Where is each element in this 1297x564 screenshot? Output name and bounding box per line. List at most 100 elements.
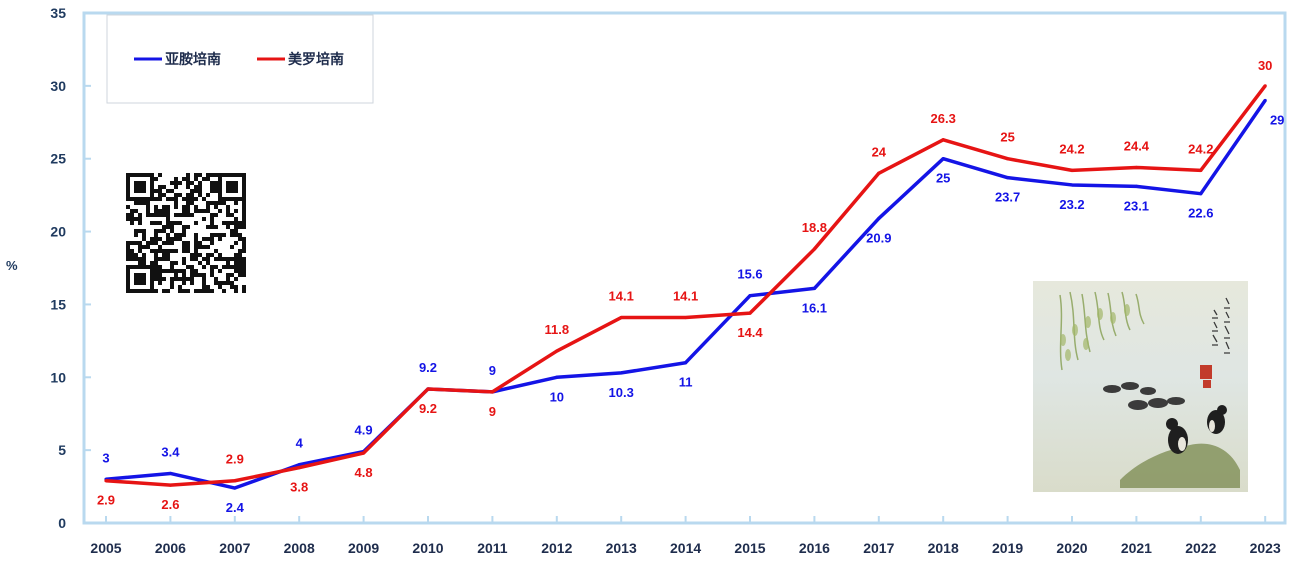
x-axis: 2005 2006 2007 2008 2009 2010 2011 2012 2013 2014… — [90, 516, 1281, 556]
y-axis: 0 5 10 15 20 25 30 35 — [50, 5, 91, 531]
y-tick-label: 5 — [58, 442, 66, 458]
legend-label-series-1: 亚胺培南 — [165, 51, 221, 67]
data-label-blue: 4.9 — [355, 423, 373, 438]
data-point-series-1 — [233, 486, 237, 490]
x-tick-label: 2009 — [348, 540, 379, 556]
data-label-blue: 23.7 — [995, 190, 1020, 205]
y-tick-label: 20 — [50, 224, 66, 240]
data-point-series-2 — [1134, 165, 1138, 170]
data-label-blue: 9.2 — [419, 360, 437, 375]
data-label-red: 2.6 — [161, 497, 179, 512]
data-label-red: 14.1 — [673, 289, 698, 304]
data-point-series-2 — [748, 311, 752, 315]
data-label-red: 26.3 — [931, 111, 956, 126]
data-label-blue: 10 — [550, 389, 564, 404]
data-point-series-1 — [877, 216, 881, 221]
data-label-blue: 29 — [1270, 112, 1284, 127]
data-label-red: 25 — [1000, 130, 1014, 145]
data-point-series-1 — [1070, 183, 1074, 187]
ink-painting-image — [1033, 281, 1248, 492]
data-point-series-2 — [297, 466, 301, 470]
data-point-series-2 — [362, 451, 366, 455]
data-point-series-2 — [1199, 168, 1203, 172]
x-tick-label: 2020 — [1056, 540, 1087, 556]
data-label-red: 9.2 — [419, 401, 437, 416]
x-tick-label: 2011 — [477, 540, 508, 556]
data-label-blue: 4 — [296, 436, 304, 451]
data-label-red: 24.2 — [1188, 141, 1213, 156]
data-label-blue: 23.1 — [1124, 198, 1149, 213]
qr-code-image — [126, 173, 246, 293]
data-point-series-2 — [233, 479, 237, 483]
data-label-red: 30 — [1258, 58, 1272, 73]
data-label-blue: 9 — [489, 363, 496, 378]
legend-label-series-2: 美罗培南 — [288, 51, 344, 67]
data-point-series-1 — [941, 157, 945, 161]
data-point-series-2 — [877, 171, 881, 175]
data-point-series-1 — [619, 371, 623, 375]
x-tick-label: 2021 — [1121, 540, 1152, 556]
data-point-series-2 — [1070, 168, 1074, 172]
data-point-series-2 — [812, 247, 817, 251]
data-point-series-1 — [684, 361, 688, 365]
data-label-red: 18.8 — [802, 220, 827, 235]
data-point-series-2 — [490, 390, 494, 394]
x-tick-label: 2010 — [412, 540, 443, 556]
data-label-blue: 20.9 — [866, 230, 891, 245]
data-label-blue: 2.4 — [226, 500, 245, 515]
data-point-series-2 — [941, 138, 945, 142]
x-tick-label: 2008 — [284, 540, 315, 556]
y-tick-label: 0 — [58, 515, 66, 531]
data-label-red: 11.8 — [545, 322, 570, 337]
data-point-series-1 — [812, 286, 817, 290]
data-label-red: 24 — [872, 144, 887, 159]
data-point-series-2 — [168, 483, 172, 487]
data-point-series-2 — [1006, 157, 1010, 161]
data-point-series-1 — [168, 471, 172, 476]
y-tick-label: 15 — [50, 296, 66, 312]
data-point-series-1 — [1006, 176, 1010, 180]
data-label-blue: 11 — [679, 375, 693, 390]
data-label-red: 4.8 — [355, 465, 373, 480]
data-label-blue: 3.4 — [161, 444, 180, 459]
legend: 亚胺培南 美罗培南 — [106, 14, 374, 104]
data-point-series-2 — [426, 387, 430, 391]
y-tick-label: 25 — [50, 151, 66, 167]
y-tick-label: 30 — [50, 78, 66, 94]
data-label-red: 2.9 — [97, 493, 115, 508]
y-axis-unit-label: % — [6, 258, 18, 273]
data-label-red: 14.1 — [609, 289, 634, 304]
x-tick-label: 2016 — [799, 540, 830, 556]
data-label-blue: 16.1 — [802, 300, 827, 315]
data-point-series-2 — [619, 315, 623, 320]
data-label-blue: 25 — [936, 171, 950, 186]
data-point-series-2 — [555, 349, 559, 353]
x-tick-label: 2006 — [155, 540, 186, 556]
x-tick-label: 2022 — [1185, 540, 1216, 556]
data-label-blue: 22.6 — [1188, 206, 1213, 221]
data-labels-group: 3 3.4 2.4 4 4.9 9.2 9 10 10.3 11 15.6 16.1 20.9 25 23.… — [97, 58, 1284, 515]
data-point-series-1 — [1134, 184, 1138, 188]
data-label-red: 2.9 — [226, 452, 244, 467]
data-point-series-1 — [1199, 192, 1203, 196]
data-label-red: 24.2 — [1059, 141, 1084, 156]
x-tick-label: 2015 — [734, 540, 765, 556]
x-tick-label: 2018 — [928, 540, 959, 556]
data-label-blue: 15.6 — [737, 267, 762, 282]
data-label-blue: 10.3 — [609, 385, 634, 400]
x-tick-label: 2023 — [1250, 540, 1281, 556]
x-tick-label: 2005 — [90, 540, 121, 556]
x-tick-label: 2017 — [863, 540, 894, 556]
data-point-series-1 — [748, 294, 752, 298]
data-point-series-1 — [297, 463, 301, 467]
data-point-series-2 — [1263, 84, 1267, 88]
series-group — [104, 84, 1267, 490]
y-tick-label: 35 — [50, 5, 66, 21]
data-label-blue: 3 — [102, 450, 109, 465]
data-point-series-2 — [684, 315, 688, 320]
data-point-series-2 — [104, 479, 108, 483]
data-label-blue: 23.2 — [1059, 197, 1084, 212]
y-tick-label: 10 — [50, 369, 66, 385]
x-tick-label: 2014 — [670, 540, 701, 556]
